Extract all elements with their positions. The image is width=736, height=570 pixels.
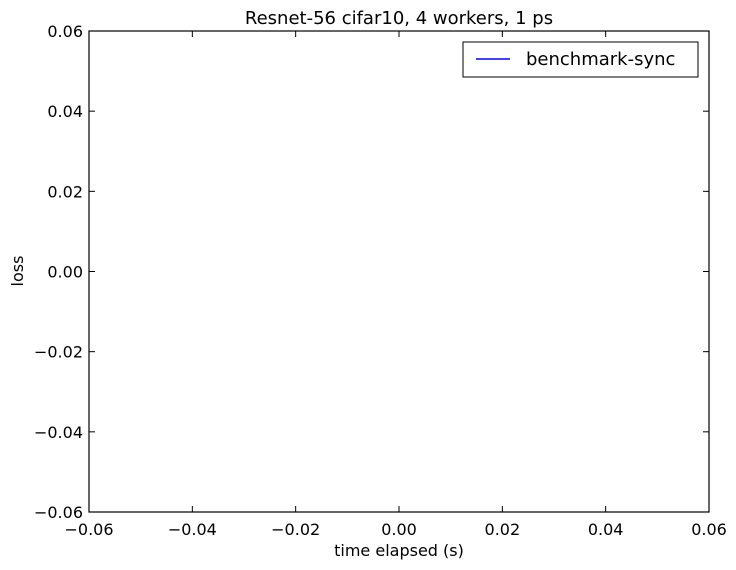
x-tick-label: −0.04: [168, 520, 217, 539]
x-axis: −0.06 −0.04 −0.02 0.00 0.02 0.04 0.06: [64, 31, 727, 539]
x-tick-label: 0.04: [588, 520, 624, 539]
y-tick-label: 0.04: [47, 102, 83, 121]
y-tick-label: 0.00: [47, 263, 83, 282]
x-tick-label: −0.06: [64, 520, 113, 539]
legend: benchmark-sync: [462, 41, 699, 78]
legend-label-benchmark-sync: benchmark-sync: [526, 49, 675, 70]
x-axis-label: time elapsed (s): [334, 541, 464, 560]
x-tick-label: 0.00: [381, 520, 417, 539]
chart-title: Resnet-56 cifar10, 4 workers, 1 ps: [245, 8, 553, 29]
plot-area: [88, 30, 710, 513]
x-tick-label: 0.06: [691, 520, 727, 539]
y-axis: −0.06 −0.04 −0.02 0.00 0.02 0.04 0.06: [34, 22, 709, 522]
y-tick-label: −0.04: [34, 423, 83, 442]
x-tick-label: −0.02: [271, 520, 320, 539]
plot-frame: [88, 30, 710, 513]
y-tick-label: −0.02: [34, 343, 83, 362]
x-tick-label: 0.02: [485, 520, 521, 539]
y-tick-label: 0.06: [47, 22, 83, 41]
y-tick-label: 0.02: [47, 182, 83, 201]
y-tick-label: −0.06: [34, 503, 83, 522]
y-axis-label: loss: [8, 256, 27, 287]
